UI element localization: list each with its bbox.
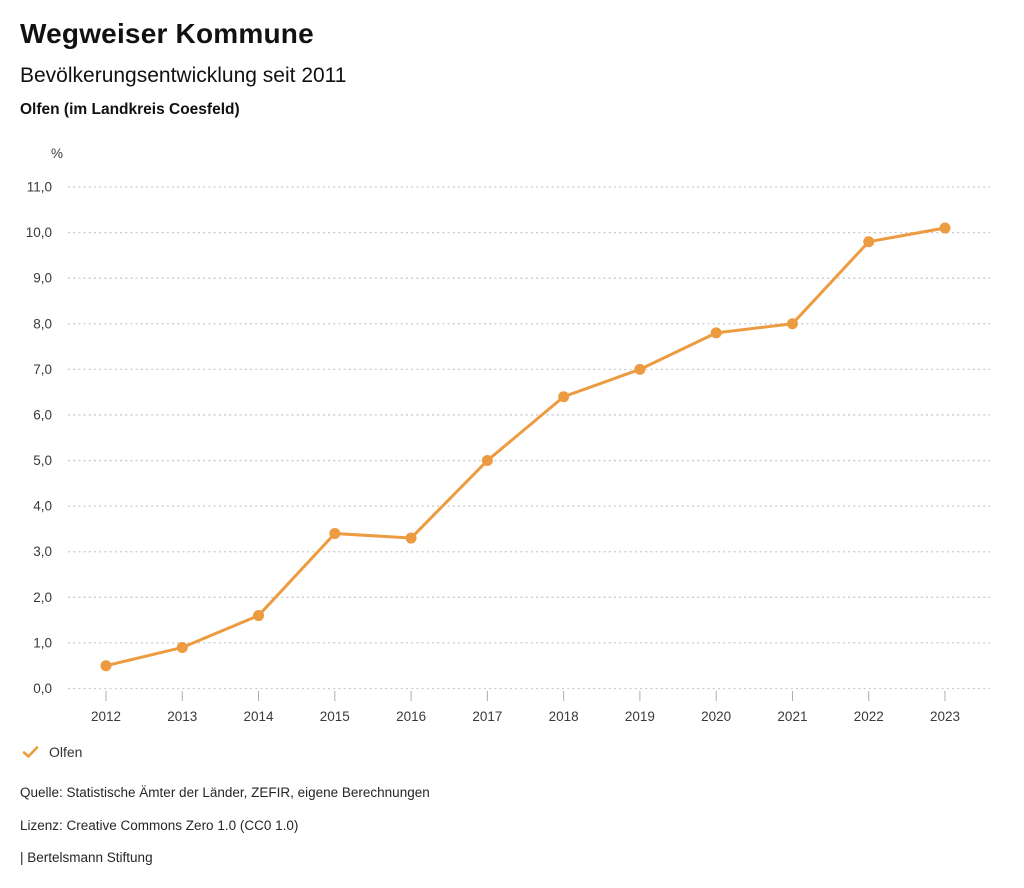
y-tick-label: 10,0 xyxy=(26,225,52,240)
chart-location-subtitle: Olfen (im Landkreis Coesfeld) xyxy=(20,101,240,118)
data-point xyxy=(481,455,493,467)
footer: Quelle: Statistische Ämter der Länder, Z… xyxy=(20,785,430,883)
y-tick-label: 9,0 xyxy=(33,271,52,286)
data-point xyxy=(710,327,722,339)
x-tick-label: 2022 xyxy=(854,709,884,724)
y-tick-label: 11,0 xyxy=(27,180,52,195)
x-tick-label: 2019 xyxy=(625,709,655,724)
y-tick-label: 4,0 xyxy=(33,499,52,514)
chart-title: Bevölkerungsentwicklung seit 2011 xyxy=(20,64,347,87)
header: Wegweiser Kommune Bevölkerungsentwicklun… xyxy=(20,18,346,119)
data-point xyxy=(329,527,341,539)
y-tick-label: 3,0 xyxy=(33,544,52,559)
data-point xyxy=(939,222,951,234)
y-tick-label: 5,0 xyxy=(33,453,52,468)
y-tick-label: 2,0 xyxy=(33,590,52,605)
data-point xyxy=(100,660,112,672)
data-line-olfen xyxy=(104,226,947,668)
x-tick-label: 2023 xyxy=(930,709,960,724)
data-point xyxy=(634,363,646,375)
x-tick-label: 2020 xyxy=(701,709,731,724)
x-tick-label: 2017 xyxy=(472,709,502,724)
data-point xyxy=(786,318,798,330)
source-text: Quelle: Statistische Ämter der Länder, Z… xyxy=(20,785,430,800)
data-point xyxy=(253,610,265,622)
x-tick-label: 2018 xyxy=(549,709,579,724)
attribution-text: | Bertelsmann Stiftung xyxy=(20,850,153,865)
x-tick-label: 2016 xyxy=(396,709,426,724)
x-tick-label: 2021 xyxy=(777,709,807,724)
x-tick-label: 2012 xyxy=(91,709,121,724)
x-tick-label: 2014 xyxy=(244,709,275,724)
data-point xyxy=(176,641,188,653)
check-icon xyxy=(22,745,39,759)
y-tick-label: 7,0 xyxy=(33,362,52,377)
y-tick-label: 1,0 xyxy=(33,635,52,650)
x-tick-label: 2015 xyxy=(320,709,350,724)
data-point xyxy=(558,391,570,403)
y-tick-label: 0,0 xyxy=(33,681,52,696)
legend-item-olfen[interactable]: Olfen xyxy=(49,744,83,760)
y-axis-unit-label: % xyxy=(51,146,63,161)
data-point xyxy=(863,236,875,248)
data-point xyxy=(405,532,417,544)
y-tick-label: 8,0 xyxy=(33,316,52,331)
license-text: Lizenz: Creative Commons Zero 1.0 (CC0 1… xyxy=(20,817,299,833)
page-title: Wegweiser Kommune xyxy=(20,18,314,49)
y-tick-label: 6,0 xyxy=(33,407,52,422)
x-tick-label: 2013 xyxy=(167,709,197,724)
legend: Olfen xyxy=(22,744,82,760)
